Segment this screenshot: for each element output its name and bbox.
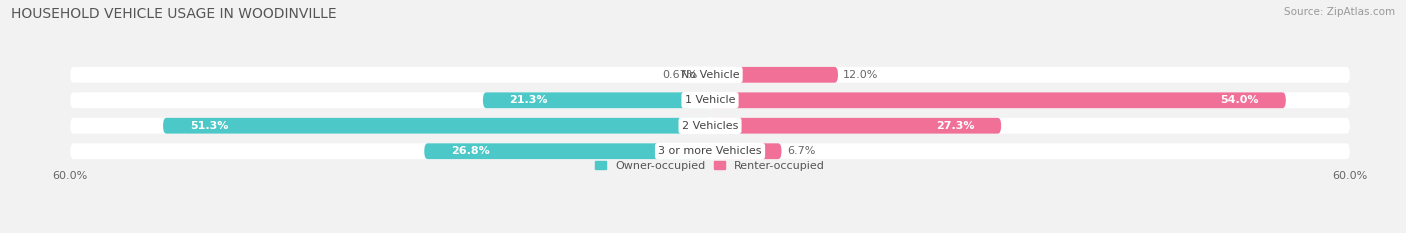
Text: 2 Vehicles: 2 Vehicles: [682, 121, 738, 131]
Text: 21.3%: 21.3%: [509, 95, 548, 105]
Text: 27.3%: 27.3%: [936, 121, 974, 131]
FancyBboxPatch shape: [70, 118, 1350, 134]
FancyBboxPatch shape: [70, 92, 1350, 108]
Text: 26.8%: 26.8%: [451, 146, 489, 156]
FancyBboxPatch shape: [710, 118, 1001, 134]
Text: No Vehicle: No Vehicle: [681, 70, 740, 80]
FancyBboxPatch shape: [163, 118, 710, 134]
Legend: Owner-occupied, Renter-occupied: Owner-occupied, Renter-occupied: [595, 161, 825, 171]
Text: 0.67%: 0.67%: [662, 70, 697, 80]
FancyBboxPatch shape: [710, 92, 1286, 108]
Text: HOUSEHOLD VEHICLE USAGE IN WOODINVILLE: HOUSEHOLD VEHICLE USAGE IN WOODINVILLE: [11, 7, 337, 21]
Text: 54.0%: 54.0%: [1220, 95, 1260, 105]
Text: 12.0%: 12.0%: [844, 70, 879, 80]
FancyBboxPatch shape: [70, 67, 1350, 83]
FancyBboxPatch shape: [482, 92, 710, 108]
FancyBboxPatch shape: [425, 143, 710, 159]
FancyBboxPatch shape: [710, 67, 838, 83]
FancyBboxPatch shape: [70, 143, 1350, 159]
Text: 3 or more Vehicles: 3 or more Vehicles: [658, 146, 762, 156]
FancyBboxPatch shape: [703, 67, 710, 83]
Text: 51.3%: 51.3%: [190, 121, 228, 131]
FancyBboxPatch shape: [710, 143, 782, 159]
Text: Source: ZipAtlas.com: Source: ZipAtlas.com: [1284, 7, 1395, 17]
Text: 6.7%: 6.7%: [787, 146, 815, 156]
Text: 1 Vehicle: 1 Vehicle: [685, 95, 735, 105]
